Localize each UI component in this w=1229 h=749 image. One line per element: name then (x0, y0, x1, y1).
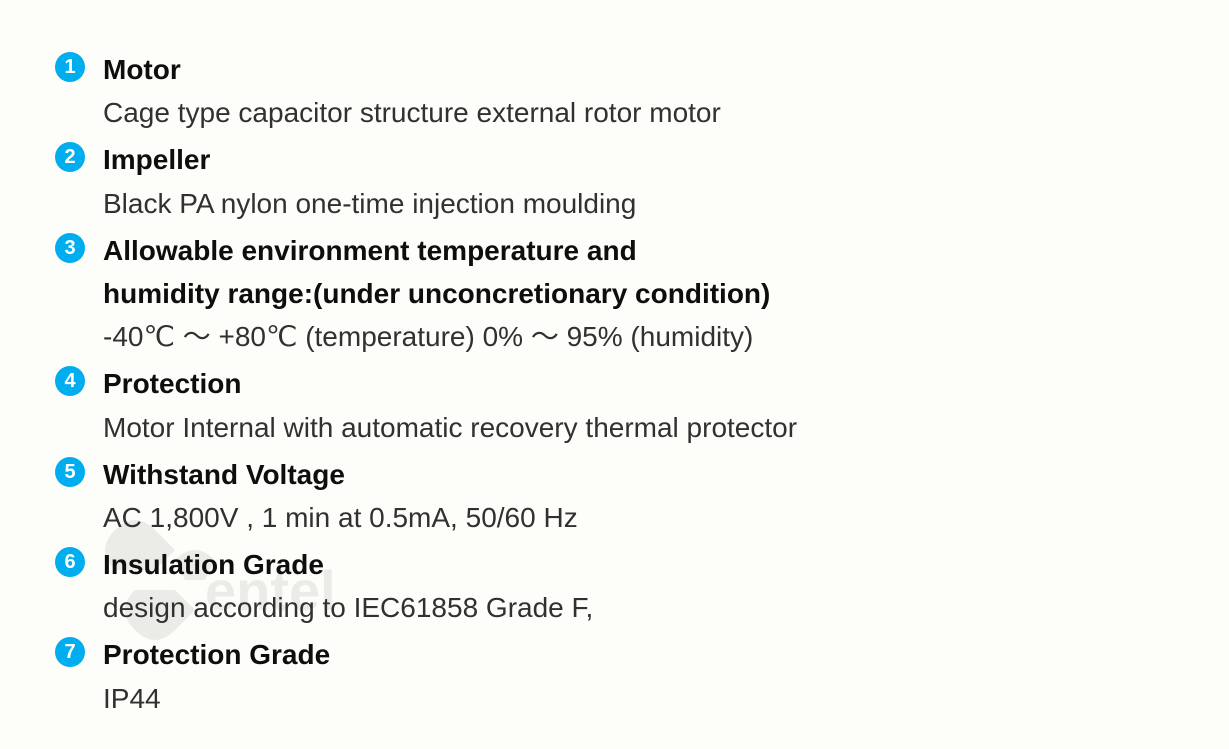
spec-description: Black PA nylon one-time injection mouldi… (103, 184, 1174, 223)
bullet-number-icon: 3 (55, 233, 85, 263)
spec-description: -40℃ ～ +80℃ (temperature) 0% ～ 95% (humi… (103, 317, 1174, 356)
spec-title: Allowable environment temperature and (103, 231, 1174, 270)
spec-title: Protection (103, 364, 1174, 403)
spec-item: 2 Impeller Black PA nylon one-time injec… (55, 140, 1174, 222)
bullet-number-icon: 4 (55, 366, 85, 396)
specification-list: 1 Motor Cage type capacitor structure ex… (55, 50, 1174, 718)
spec-title: Insulation Grade (103, 545, 1174, 584)
bullet-number-icon: 2 (55, 142, 85, 172)
bullet-number-icon: 7 (55, 637, 85, 667)
bullet-number-icon: 1 (55, 52, 85, 82)
bullet-number-icon: 5 (55, 457, 85, 487)
spec-title: Impeller (103, 140, 1174, 179)
spec-item: 6 Insulation Grade design according to I… (55, 545, 1174, 627)
spec-title: Protection Grade (103, 635, 1174, 674)
spec-description: Cage type capacitor structure external r… (103, 93, 1174, 132)
spec-item: 7 Protection Grade IP44 (55, 635, 1174, 717)
spec-item: 1 Motor Cage type capacitor structure ex… (55, 50, 1174, 132)
spec-title: Withstand Voltage (103, 455, 1174, 494)
spec-description: design according to IEC61858 Grade F, (103, 588, 1174, 627)
spec-item: 4 Protection Motor Internal with automat… (55, 364, 1174, 446)
spec-item: 3 Allowable environment temperature and … (55, 231, 1174, 357)
bullet-number-icon: 6 (55, 547, 85, 577)
spec-description: IP44 (103, 679, 1174, 718)
spec-description: AC 1,800V , 1 min at 0.5mA, 50/60 Hz (103, 498, 1174, 537)
spec-title: Motor (103, 50, 1174, 89)
spec-item: 5 Withstand Voltage AC 1,800V , 1 min at… (55, 455, 1174, 537)
spec-description: Motor Internal with automatic recovery t… (103, 408, 1174, 447)
spec-title-line2: humidity range:(under unconcretionary co… (103, 274, 1174, 313)
